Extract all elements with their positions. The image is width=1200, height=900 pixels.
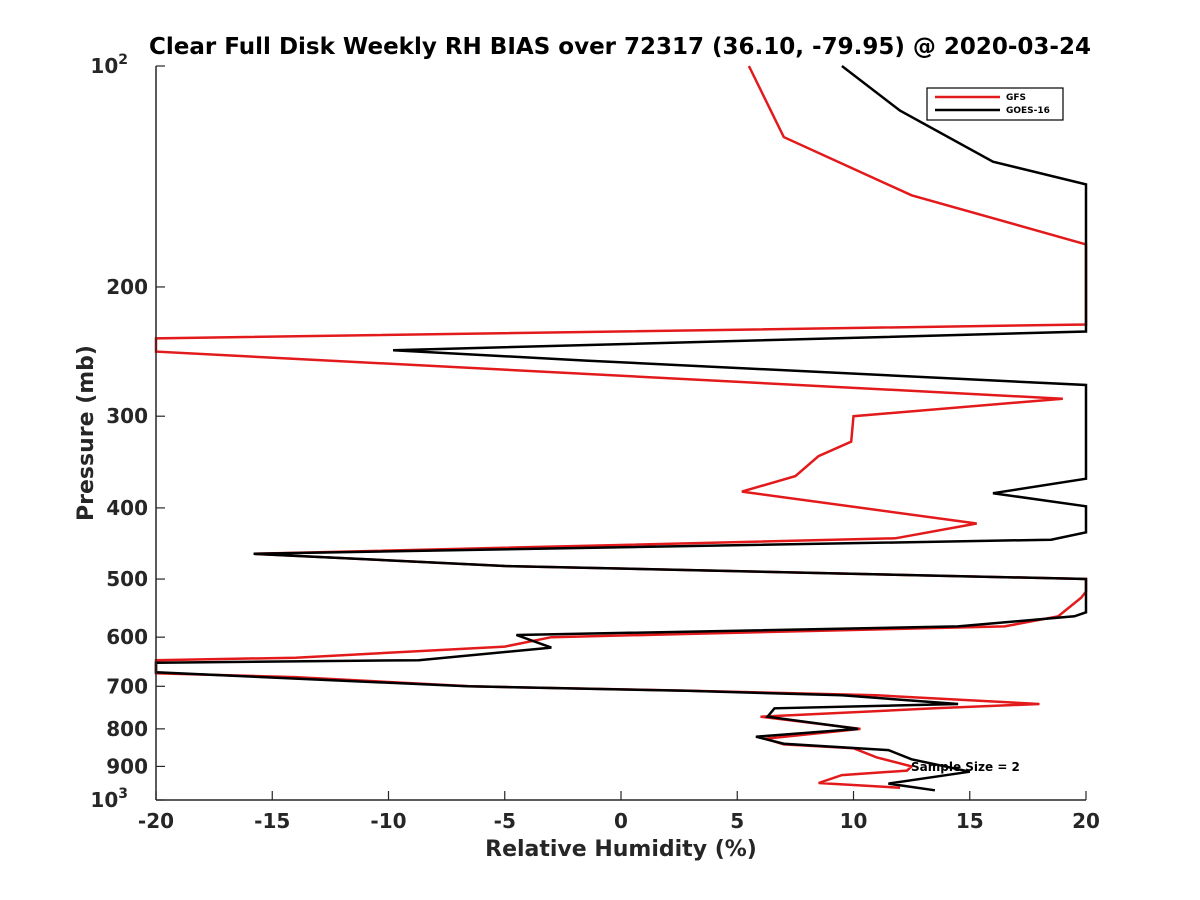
- x-tick-label: -20: [138, 809, 174, 833]
- legend: GFS GOES-16: [926, 87, 1064, 121]
- y-tick-label: 800: [106, 717, 148, 741]
- x-tick-label: -10: [370, 809, 406, 833]
- x-tick-label: 20: [1072, 809, 1100, 833]
- y-tick-label: 300: [106, 404, 148, 428]
- x-tick-label: 15: [956, 809, 984, 833]
- y-axis-ticks: 102 200 300 400 500 600 700 800 900 103: [90, 52, 165, 812]
- y-tick-label: 200: [106, 275, 148, 299]
- y-tick-label: 103: [90, 786, 128, 812]
- y-tick-label: 500: [106, 567, 148, 591]
- y-axis-label: Pressure (mb): [74, 345, 99, 521]
- x-axis-label: Relative Humidity (%): [485, 837, 757, 862]
- chart-title: Clear Full Disk Weekly RH BIAS over 7231…: [149, 34, 1091, 60]
- y-tick-label: 600: [106, 625, 148, 649]
- sample-size-annotation: Sample Size = 2: [911, 760, 1020, 774]
- series-layer: [154, 65, 1088, 792]
- y-tick-label: 700: [106, 674, 148, 698]
- x-tick-label: 5: [730, 809, 744, 833]
- legend-label-gfs: GFS: [1006, 93, 1026, 103]
- y-tick-label: 102: [90, 52, 128, 78]
- y-tick-label: 900: [106, 754, 148, 778]
- legend-box: [926, 87, 1064, 121]
- y-tick-label: 400: [106, 496, 148, 520]
- x-axis-ticks: -20 -15 -10 -5 0 5 10 15 20: [138, 791, 1100, 833]
- x-tick-label: -5: [494, 809, 516, 833]
- x-tick-label: 10: [840, 809, 868, 833]
- series-line-goes-16: [154, 65, 1088, 792]
- x-tick-label: 0: [614, 809, 628, 833]
- legend-label-goes: GOES-16: [1006, 106, 1050, 116]
- x-tick-label: -15: [254, 809, 290, 833]
